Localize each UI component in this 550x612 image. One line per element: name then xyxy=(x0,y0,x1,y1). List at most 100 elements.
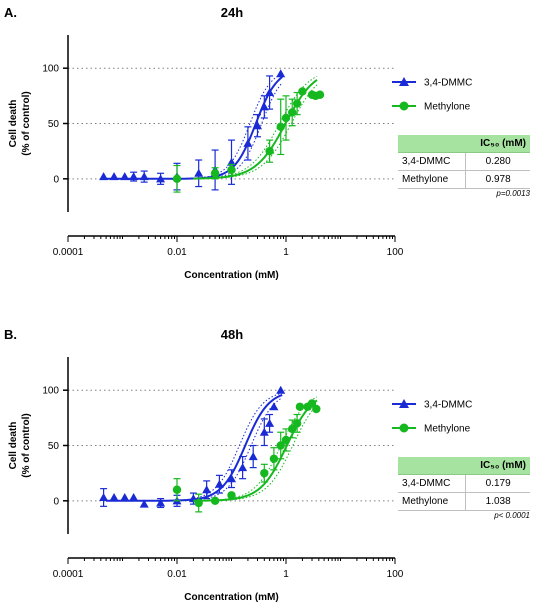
confidence-band xyxy=(193,396,318,502)
x-tick-label: 0.0001 xyxy=(53,247,84,258)
legend-label: Methylone xyxy=(424,424,471,435)
data-point xyxy=(227,157,236,166)
data-point xyxy=(227,474,236,483)
x-tick-label: 100 xyxy=(387,569,404,580)
ic50-row: Methylone 1.038 xyxy=(398,492,530,511)
data-point xyxy=(99,492,109,501)
ic50-row-name: 3,4-DMMC xyxy=(398,152,467,171)
ic50-table-48h: IC₅₀ (mM) 3,4-DMMC 0.179 Methylone 1.038 xyxy=(398,457,530,511)
panel-letter: A. xyxy=(4,5,17,20)
data-point xyxy=(248,452,258,461)
y-tick-label: 100 xyxy=(42,64,59,75)
panel-title: 48h xyxy=(221,327,243,342)
data-point xyxy=(276,122,285,132)
data-point xyxy=(129,492,139,501)
data-point xyxy=(259,427,269,436)
ic50-table-header-row: IC₅₀ (mM) xyxy=(398,457,530,475)
y-axis-title-line: Cell death xyxy=(8,422,19,470)
data-point xyxy=(276,69,286,78)
y-tick-label: 50 xyxy=(48,441,60,452)
data-point xyxy=(99,172,109,181)
fit-curve xyxy=(193,399,318,502)
confidence-band xyxy=(193,404,318,502)
x-tick-label: 0.01 xyxy=(167,247,187,258)
ic50-row-name: Methylone xyxy=(398,170,467,189)
ic50-row-name: 3,4-DMMC xyxy=(398,474,467,493)
x-axis-title: Concentration (mM) xyxy=(184,270,278,281)
data-point xyxy=(243,138,253,147)
y-axis-title-line: (% of control) xyxy=(21,413,32,477)
data-point xyxy=(194,498,203,508)
data-point xyxy=(139,499,149,508)
confidence-band xyxy=(193,75,318,179)
panel-letter: B. xyxy=(4,327,17,342)
p-value-24h: p=0.0013 xyxy=(496,189,530,198)
y-tick-label: 50 xyxy=(48,119,60,130)
data-point xyxy=(265,418,275,427)
data-point xyxy=(292,99,302,108)
ic50-row: Methylone 0.978 xyxy=(398,170,530,189)
data-point xyxy=(172,485,182,494)
p-value-48h: p< 0.0001 xyxy=(494,511,530,520)
legend-marker xyxy=(399,77,409,86)
data-point xyxy=(202,485,212,494)
data-point xyxy=(139,172,149,181)
data-point xyxy=(276,385,286,394)
data-point xyxy=(253,121,263,130)
data-point xyxy=(156,498,166,507)
x-tick-label: 0.0001 xyxy=(53,569,84,580)
data-point xyxy=(109,492,119,501)
fit-curve xyxy=(106,393,283,502)
legend-label: 3,4-DMMC xyxy=(424,400,472,411)
x-tick-label: 100 xyxy=(387,247,404,258)
legend-marker xyxy=(399,101,409,111)
ic50-header: IC₅₀ (mM) xyxy=(465,135,530,153)
ic50-table-24h: IC₅₀ (mM) 3,4-DMMC 0.280 Methylone 0.978 xyxy=(398,135,530,189)
data-point xyxy=(210,496,220,506)
data-point xyxy=(238,463,248,472)
x-tick-label: 0.01 xyxy=(167,569,187,580)
legend-label: Methylone xyxy=(424,102,471,113)
data-point xyxy=(281,435,291,445)
legend-marker xyxy=(399,399,409,408)
data-point xyxy=(214,479,224,488)
data-point xyxy=(259,102,269,111)
ic50-row: 3,4-DMMC 0.280 xyxy=(398,152,530,171)
legend-marker xyxy=(399,423,409,433)
data-point xyxy=(265,88,275,97)
data-point xyxy=(227,165,236,175)
data-point xyxy=(312,404,321,414)
data-point xyxy=(269,454,279,463)
data-point xyxy=(295,402,305,411)
confidence-band xyxy=(106,392,283,502)
data-point xyxy=(315,90,325,99)
data-point xyxy=(227,491,236,500)
data-point xyxy=(265,146,274,156)
data-point xyxy=(276,441,285,450)
ic50-row-value: 0.978 xyxy=(465,170,530,189)
x-tick-label: 1 xyxy=(283,569,289,580)
y-tick-label: 0 xyxy=(53,174,59,185)
data-point xyxy=(109,172,119,181)
data-point xyxy=(260,468,269,478)
data-point xyxy=(120,172,130,181)
data-point xyxy=(292,419,302,428)
data-point xyxy=(129,172,139,181)
data-point xyxy=(120,492,130,501)
data-point xyxy=(298,87,307,96)
ic50-row-value: 1.038 xyxy=(465,492,530,511)
y-axis-title: Cell death (% of control) xyxy=(8,413,32,477)
ic50-table-header-row: IC₅₀ (mM) xyxy=(398,135,530,153)
ic50-row: 3,4-DMMC 0.179 xyxy=(398,474,530,493)
data-point xyxy=(210,169,220,178)
y-axis-title: Cell death (% of control) xyxy=(8,91,32,155)
x-tick-label: 1 xyxy=(283,247,289,258)
data-point xyxy=(194,168,204,177)
data-point xyxy=(172,174,182,184)
data-point xyxy=(288,108,297,117)
y-tick-label: 100 xyxy=(42,386,59,397)
y-tick-label: 0 xyxy=(53,496,59,507)
data-point xyxy=(281,113,291,123)
